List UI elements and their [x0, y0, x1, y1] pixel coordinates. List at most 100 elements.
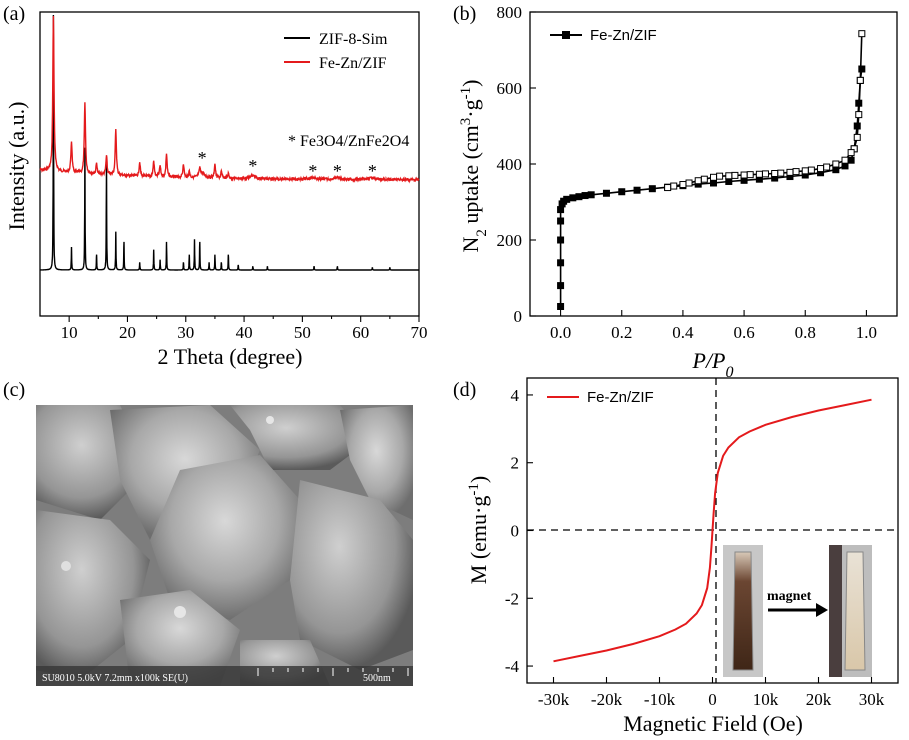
- adsorption-point: [587, 191, 595, 199]
- desorption-point: [841, 156, 849, 164]
- adsorption-point: [832, 166, 840, 174]
- adsorption-point: [725, 177, 733, 185]
- panel-b-x-label: P/P0: [692, 348, 734, 381]
- magnet-arrow-head: [816, 603, 828, 617]
- panel-b-ticks: 0.0 0.2 0.4 0.6 0.8 1.0 0 200 400 600 800: [497, 3, 878, 342]
- panel-a-y-label: Intensity (a.u.): [4, 102, 29, 231]
- d-xtick-label: 20k: [806, 690, 832, 709]
- d-ytick-label: 2: [511, 454, 520, 473]
- panel-b: (b) 0.0 0.2 0.4 0.6 0.8 1.0 0 200 400 600 800 P/P0…: [453, 3, 898, 381]
- desorption-point: [694, 177, 702, 185]
- series-zif8-sim: [40, 14, 419, 271]
- panel-d-y-label: M (emu·g-1): [466, 476, 491, 584]
- a-xtick-label: 30: [177, 323, 194, 342]
- desorption-point: [700, 175, 708, 183]
- sem-scale-bar: [257, 668, 409, 676]
- vial-before: [732, 551, 754, 671]
- panel-a: (a) 10 20 30 40 50 60 70 * * * * * 2 Theta (degree…: [3, 3, 428, 369]
- sem-scale-text: 500nm: [363, 673, 391, 684]
- adsorption-point: [847, 156, 855, 164]
- adsorption-point: [633, 186, 641, 194]
- desorption-point: [823, 163, 831, 171]
- b-xtick-label: 0.4: [672, 323, 694, 342]
- d-ytick-label: 0: [511, 522, 520, 541]
- desorption-point: [847, 149, 855, 157]
- desorption-point: [801, 167, 809, 175]
- d-xtick-label: -30k: [538, 690, 570, 709]
- desorption-point: [725, 172, 733, 180]
- panel-a-x-ticks: 10 20 30 40 50 60 70: [61, 316, 428, 342]
- panel-d-legend: Fe-Zn/ZIF: [547, 389, 654, 406]
- desorption-point: [746, 171, 754, 179]
- panel-d-x-label: Magnetic Field (Oe): [623, 711, 803, 736]
- desorption-point: [685, 179, 693, 187]
- desorption-point: [670, 182, 678, 190]
- a-xtick-label: 40: [236, 323, 253, 342]
- adsorption-point: [648, 185, 656, 193]
- vial-after: [844, 551, 866, 671]
- panel-c-label: (c): [3, 379, 25, 401]
- desorption-point: [771, 170, 779, 177]
- adsorption-point: [618, 188, 626, 196]
- adsorption-point: [581, 192, 589, 200]
- d-xtick-label: 10k: [753, 690, 779, 709]
- panel-a-label: (a): [3, 3, 25, 25]
- phase-marker-star: *: [368, 161, 377, 181]
- sem-caption: SU8010 5.0kV 7.2mm x100k SE(U): [42, 673, 188, 684]
- panel-a-annotation: * Fe3O4/ZnFe2O4: [288, 133, 409, 150]
- panel-a-series: [39, 14, 420, 271]
- panel-c: (c) SU8010 5.0kV 7.2mm x100k SE(U): [3, 379, 413, 686]
- a-xtick-label: 70: [411, 323, 428, 342]
- a-xtick-label: 10: [61, 323, 78, 342]
- desorption-point: [755, 170, 763, 178]
- adsorption-point: [557, 303, 565, 310]
- panel-a-frame: [39, 11, 420, 317]
- adsorption-point: [557, 206, 565, 214]
- panel-b-y-label: N2 uptake (cm3·g-1): [458, 80, 490, 253]
- b-xtick-label: 0.0: [550, 323, 571, 342]
- desorption-point: [710, 173, 717, 181]
- desorption-point: [740, 171, 748, 179]
- d-ytick-label: 4: [511, 386, 520, 405]
- desorption-point: [792, 168, 800, 176]
- phase-marker-star: *: [248, 156, 257, 176]
- adsorption-point: [710, 179, 717, 187]
- adsorption-point: [563, 195, 571, 203]
- series-mh-loop: [553, 398, 872, 663]
- panel-a-phase-markers: * * * * *: [198, 148, 377, 181]
- sem-image: SU8010 5.0kV 7.2mm x100k SE(U) 500nm: [36, 405, 413, 686]
- magnet-inset: magnet: [723, 545, 872, 677]
- legend-label-fe-zn-zif-d: Fe-Zn/ZIF: [587, 389, 654, 406]
- panel-a-x-label: 2 Theta (degree): [158, 344, 303, 369]
- desorption-point: [777, 169, 785, 177]
- adsorption-point: [557, 282, 565, 290]
- series-fe-zn-zif: [39, 15, 420, 184]
- b-ytick-label: 600: [497, 79, 523, 98]
- phase-marker-star: *: [198, 148, 207, 168]
- series-adsorption: [559, 68, 863, 307]
- legend-label-fe-zn-zif: Fe-Zn/ZIF: [319, 55, 387, 72]
- desorption-point: [832, 160, 840, 168]
- d-ytick-label: -2: [505, 589, 519, 608]
- d-xtick-label: 0: [708, 690, 717, 709]
- phase-marker-star: *: [333, 161, 342, 181]
- desorption-point: [679, 181, 687, 189]
- adsorption-point: [858, 65, 866, 73]
- a-xtick-label: 60: [352, 323, 369, 342]
- desorption-point: [853, 133, 861, 141]
- desorption-point: [855, 111, 863, 119]
- adsorption-point: [575, 193, 583, 201]
- d-xtick-label: -20k: [591, 690, 623, 709]
- b-ytick-label: 200: [497, 231, 523, 250]
- d-ytick-label: -4: [505, 657, 520, 676]
- panel-b-series: [557, 30, 866, 310]
- desorption-point: [761, 170, 769, 178]
- panel-b-label: (b): [453, 3, 476, 25]
- desorption-point: [664, 184, 672, 192]
- panel-d-label: (d): [453, 379, 476, 401]
- legend-label-zif8-sim: ZIF-8-Sim: [319, 31, 388, 48]
- legend-marker-fe-zn-zif-b: [562, 31, 570, 39]
- a-xtick-label: 50: [294, 323, 311, 342]
- b-ytick-label: 800: [497, 3, 523, 22]
- magnet-block: [829, 545, 842, 677]
